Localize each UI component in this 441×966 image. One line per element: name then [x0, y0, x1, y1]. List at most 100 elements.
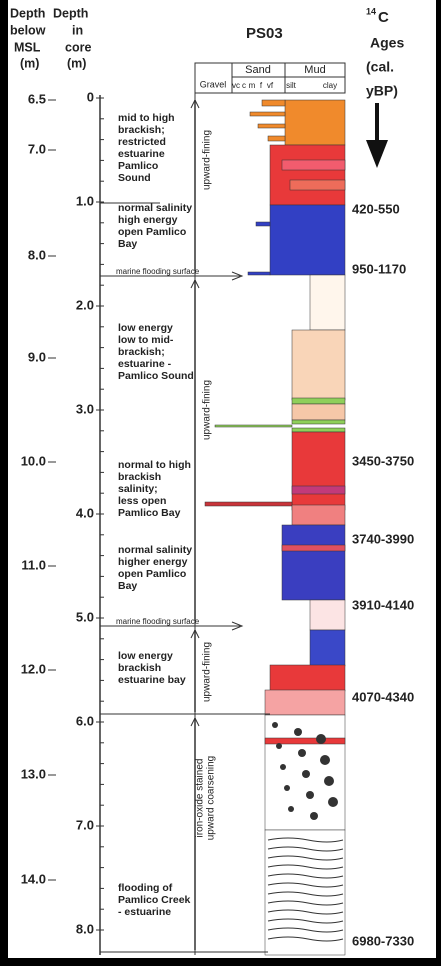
gravel-clast: [272, 722, 278, 728]
age-header: Ages: [370, 35, 404, 51]
group-label: Mud: [304, 64, 325, 76]
description-line: - estuarine: [118, 906, 171, 918]
sub-label: clay: [323, 81, 337, 90]
lithology-block: [205, 502, 292, 506]
description-line: Pamlico: [118, 160, 158, 172]
lithology-block: [285, 100, 345, 145]
msl-tick-label: 10.0: [21, 453, 46, 468]
lithology-block: [215, 425, 292, 427]
msl-tick-label: 13.0: [21, 766, 46, 781]
core-tick-label: 0: [87, 89, 94, 104]
age-label: 3450-3750: [352, 453, 414, 468]
description-line: restricted: [118, 136, 166, 148]
lithology-block: [292, 486, 345, 494]
header-line: (m): [67, 56, 86, 70]
sub-label: vf: [267, 81, 274, 90]
gravel-clast: [310, 812, 318, 820]
gravel-clast: [328, 797, 338, 807]
header-line: Depth: [53, 6, 88, 20]
lithology-block: [256, 222, 270, 226]
core-tick-label: 8.0: [76, 921, 94, 936]
core-tick-label: 6.0: [76, 713, 94, 728]
lithology-block: [258, 124, 285, 128]
gravel-clast: [284, 785, 290, 791]
description-line: normal to high: [118, 459, 191, 471]
gravel-clast: [294, 728, 302, 736]
header-line: (m): [20, 56, 39, 70]
title: PS03: [246, 25, 283, 42]
description-line: less open: [118, 495, 166, 507]
description-line: estuarine -: [118, 358, 172, 370]
lithology-block: [248, 272, 270, 275]
group-label: Sand: [245, 64, 271, 76]
lithology-block: [282, 525, 345, 600]
description-line: estuarine bay: [118, 674, 186, 686]
gravel-clast: [298, 749, 306, 757]
core-tick-label: 1.0: [76, 193, 94, 208]
core-tick-label: 7.0: [76, 817, 94, 832]
core-tick-label: 3.0: [76, 401, 94, 416]
lithology-block: [310, 630, 345, 666]
gravel-clast: [302, 770, 310, 778]
header-line: MSL: [14, 40, 41, 54]
lithology-block: [270, 665, 345, 691]
header-line: below: [10, 23, 46, 37]
lithology-block: [282, 160, 345, 170]
gravel-clast: [316, 734, 326, 744]
trend-label: upward coarsening: [206, 756, 217, 841]
description-line: Pamlico Creek: [118, 894, 191, 906]
description-line: Pamlico Bay: [118, 507, 181, 519]
msl-tick-label: 8.0: [28, 247, 46, 262]
lithology-block: [292, 505, 345, 525]
description-line: brackish;: [118, 346, 165, 358]
description-line: low energy: [118, 322, 173, 334]
trend-label: upward-fining: [202, 130, 213, 190]
description-line: salinity;: [118, 483, 158, 495]
core-tick-label: 2.0: [76, 297, 94, 312]
description-line: marine flooding surface: [116, 267, 200, 276]
trend-label: upward-fining: [202, 380, 213, 440]
gravel-clast: [276, 743, 282, 749]
description-line: brackish: [118, 662, 161, 674]
description-line: marine flooding surface: [116, 617, 200, 626]
description-line: flooding of: [118, 882, 173, 894]
description-line: brackish;: [118, 124, 165, 136]
description-line: higher energy: [118, 556, 188, 568]
lithology-block: [250, 112, 285, 116]
lithology-block: [268, 136, 285, 141]
sub-label: vc: [232, 81, 240, 90]
description-line: Sound: [118, 172, 151, 184]
age-label: 6980-7330: [352, 933, 414, 948]
description-line: brackish: [118, 471, 161, 483]
age-label: 3910-4140: [352, 597, 414, 612]
description-line: open Pamlico: [118, 568, 186, 580]
age-element: C: [378, 9, 389, 26]
age-superscript: 14: [366, 6, 376, 16]
description-line: low energy: [118, 650, 173, 662]
lithology-block: [282, 545, 345, 551]
gravel-clast: [288, 806, 294, 812]
core-log-figure: Depth below MSL (m) Depth in core (m) PS…: [0, 0, 441, 966]
core-tick-label: 5.0: [76, 609, 94, 624]
msl-tick-label: 9.0: [28, 349, 46, 364]
age-label: 950-1170: [352, 261, 406, 276]
trend-label: upward-fining: [202, 642, 213, 702]
age-label: 4070-4340: [352, 689, 414, 704]
lithology-block: [292, 404, 345, 420]
lithology-block: [292, 432, 345, 510]
lithology-block: [270, 145, 345, 205]
lithology-block: [292, 428, 345, 432]
age-label: 3740-3990: [352, 531, 414, 546]
header-line: core: [65, 40, 91, 54]
msl-tick-label: 11.0: [21, 557, 46, 572]
msl-tick-label: 7.0: [28, 141, 46, 156]
description-line: Pamlico Sound: [118, 370, 194, 382]
lithology-block: [310, 275, 345, 330]
lithology-block: [292, 398, 345, 404]
sub-label: m: [249, 81, 256, 90]
msl-tick-label: 14.0: [21, 871, 46, 886]
group-label: Gravel: [200, 79, 227, 89]
msl-tick-label: 12.0: [21, 661, 46, 676]
lithology-block: [290, 180, 345, 190]
gravel-clast: [320, 755, 330, 765]
